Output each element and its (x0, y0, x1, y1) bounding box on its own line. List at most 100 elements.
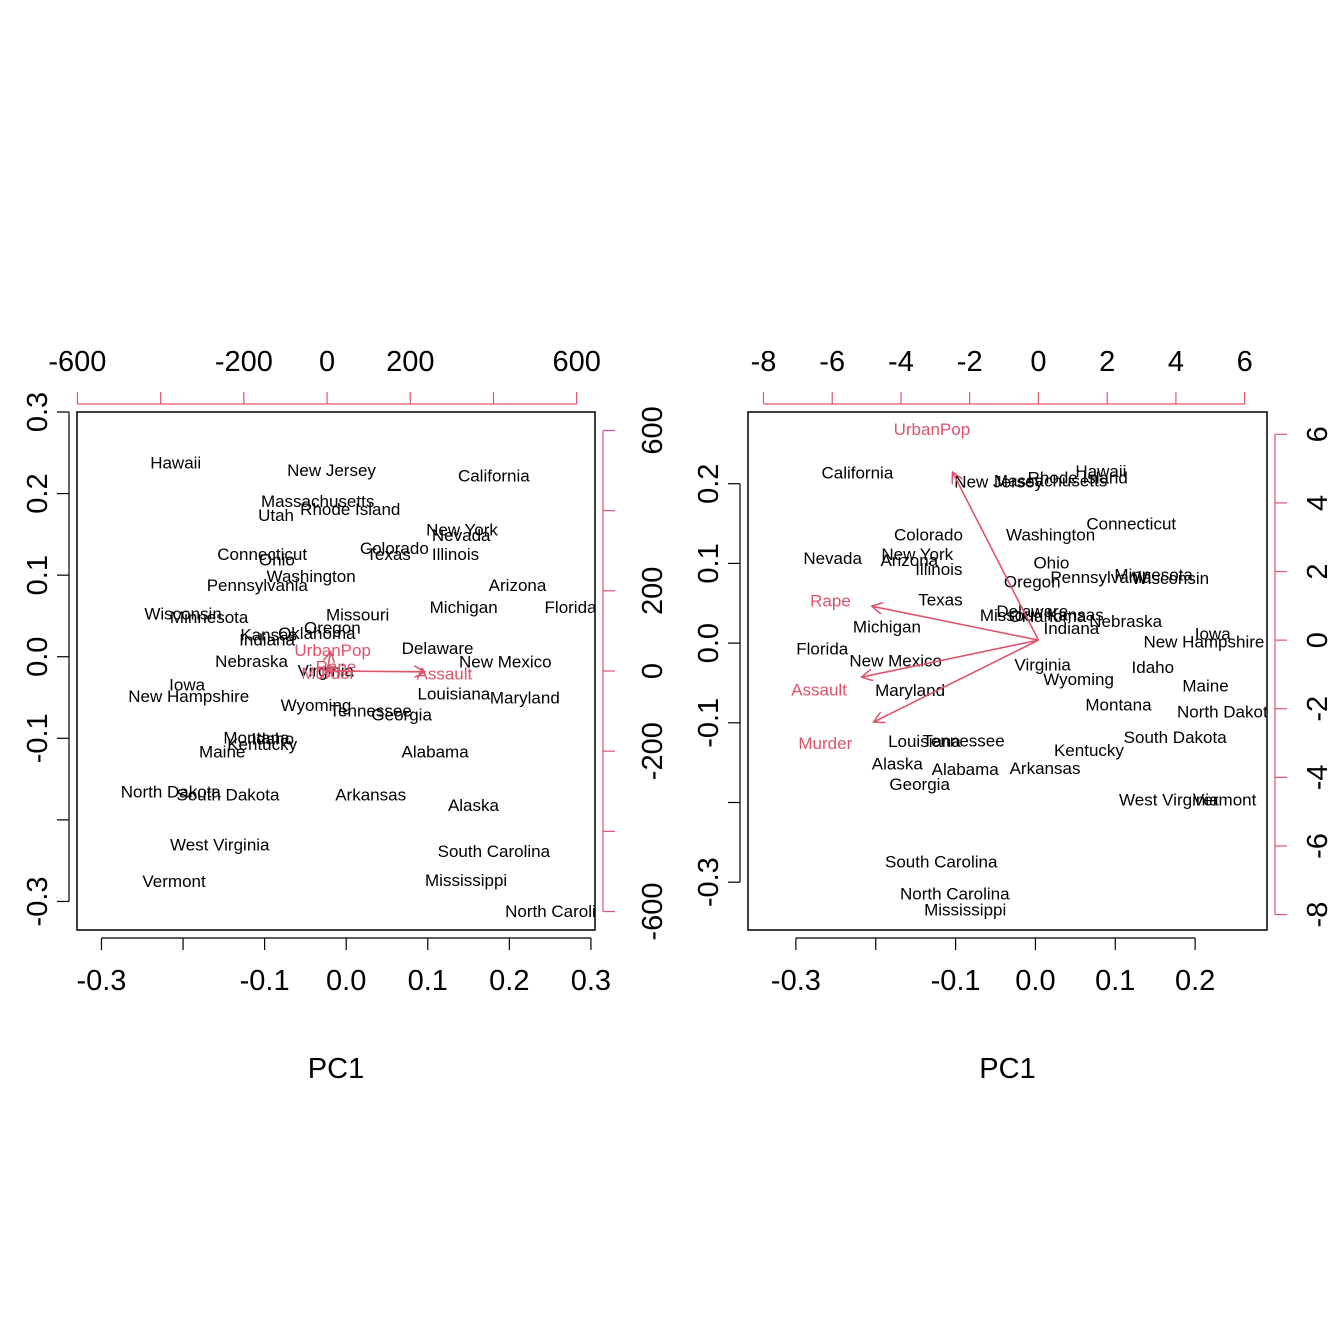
plot-area: Hawaii New Jersey CaliforniaMassachusettsU… (121, 454, 595, 922)
top-tick-label: -200 (215, 346, 273, 378)
top-tick-label: -2 (957, 346, 983, 378)
state-label: Vermont (1193, 790, 1257, 809)
state-label: Ohio (259, 551, 295, 570)
state-label: Idaho (1132, 658, 1175, 677)
state-label: New Jersey (287, 461, 376, 480)
x-tick-label: 0.1 (1095, 965, 1135, 997)
loading-arrow (953, 472, 1040, 641)
state-label: Montana (1085, 695, 1152, 714)
state-label: Washington (267, 567, 356, 586)
state-label: South Carolina (438, 842, 551, 861)
state-label: New Hampshire (128, 687, 249, 706)
state-label: Indiana (1043, 619, 1099, 638)
state-label: North Dakota (1177, 703, 1278, 722)
plot-frame (76, 411, 596, 931)
state-label: Arkansas (1010, 759, 1081, 778)
right-tick-label: 6 (1302, 426, 1334, 442)
state-label: Massachusetts (261, 492, 374, 511)
y-tick-label: 0.0 (22, 637, 54, 677)
state-label: New Mexico (459, 653, 552, 672)
state-label: Idaho (252, 729, 295, 748)
outer-left-tick-label: 600 (637, 406, 669, 454)
y-tick-label: -0.1 (22, 713, 54, 763)
state-label: West Virginia (1119, 790, 1219, 809)
state-label: Delaware (996, 602, 1068, 621)
x-tick-label: 0.2 (1175, 965, 1215, 997)
state-label: Colorado (894, 526, 963, 545)
right-tick-label: -4 (1302, 764, 1334, 790)
right-biplot-panel: -0.3 -0.1 0.0 0.1 0.2 PC1 -0.3 -0.1 0.0 0.1 0.2 -8 -… (637, 346, 1334, 1085)
state-label: New Hampshire (1143, 633, 1264, 652)
right-tick-label: 0 (1302, 632, 1334, 648)
top-tick-label: 6 (1237, 346, 1253, 378)
outer-left-tick-label: -200 (637, 722, 669, 780)
loading-arrow (327, 667, 334, 671)
y-tick-label: -0.3 (693, 857, 725, 907)
state-label: Maryland (490, 689, 560, 708)
plot-frame (747, 411, 1268, 931)
right-tick-label: 2 (1302, 563, 1334, 579)
state-label: New Mexico (849, 652, 942, 671)
state-label: Pennsylvania (1050, 568, 1152, 587)
state-label: Alabama (932, 760, 1000, 779)
state-label: Minnesota (170, 608, 249, 627)
y-tick-label: -0.1 (693, 698, 725, 748)
y-tick-label: 0.3 (22, 392, 54, 432)
state-label: Nebraska (215, 652, 288, 671)
state-label: Nevada (432, 526, 491, 545)
y-tick-label: 0.1 (22, 555, 54, 595)
state-label: Maine (199, 742, 245, 761)
state-label: Wyoming (1043, 670, 1114, 689)
top-tick-label: 200 (386, 346, 434, 378)
state-label: Wisconsin (144, 604, 221, 623)
top-tick-label: 0 (319, 346, 335, 378)
top-tick-label: -600 (48, 346, 106, 378)
x-tick-label: -0.3 (76, 965, 126, 997)
state-label: Arizona (489, 576, 547, 595)
state-label: Hawaii (1075, 462, 1126, 481)
state-label: Oregon (304, 618, 361, 637)
variable-label: Murder (798, 734, 852, 753)
state-label: Texas (918, 590, 962, 609)
state-label: Nebraska (1089, 612, 1162, 631)
outer-left-tick-label: 0 (637, 663, 669, 679)
y-tick-label: 0.2 (693, 464, 725, 504)
loading-arrow (861, 639, 1039, 677)
state-label: Kansas (240, 626, 297, 645)
state-label: Mississippi (924, 900, 1006, 919)
top-tick-label: 0 (1030, 346, 1046, 378)
state-label: Missouri (980, 606, 1043, 625)
state-label: Mississippi (425, 871, 507, 890)
state-label: California (821, 464, 893, 483)
variable-label: UrbanPop (894, 420, 971, 439)
state-label: Missouri (326, 605, 389, 624)
state-label: Alaska (448, 796, 500, 815)
state-label: Maryland (875, 681, 945, 700)
state-label: Tennessee (330, 702, 412, 721)
state-label: Kentucky (1054, 741, 1124, 760)
state-label: New Jersey (954, 472, 1043, 491)
state-label: Vermont (142, 872, 206, 891)
state-label: Arizona (880, 551, 938, 570)
state-label: Iowa (1195, 625, 1231, 644)
state-label: New York (881, 545, 953, 564)
variable-label: Murder (301, 664, 355, 683)
state-label: Indiana (239, 631, 295, 650)
variable-label: Rape (316, 657, 357, 676)
state-label: North Dakota (121, 782, 222, 801)
top-tick-label: 2 (1099, 346, 1115, 378)
state-label: Utah (258, 506, 294, 525)
state-label: Ohio (1033, 554, 1069, 573)
state-label: North Carolina (900, 884, 1010, 903)
state-label: Georgia (889, 775, 950, 794)
state-label: Georgia (371, 706, 432, 725)
outer-left-tick-label: -600 (637, 883, 669, 941)
state-label: Wisconsin (1132, 569, 1209, 588)
variable-label: Rape (810, 592, 851, 611)
state-label: Hawaii (150, 454, 201, 473)
variable-label: Assault (417, 664, 473, 683)
right-tick-label: 4 (1302, 495, 1334, 511)
top-tick-label: -8 (751, 346, 777, 378)
state-label: Wyoming (281, 696, 352, 715)
